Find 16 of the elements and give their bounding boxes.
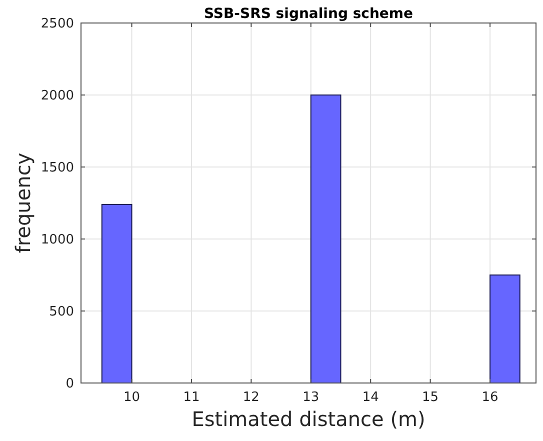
y-tick-label: 500 — [49, 304, 74, 320]
x-tick-label: 12 — [242, 390, 260, 405]
y-tick-label: 2500 — [40, 16, 74, 32]
x-tick-label: 16 — [482, 390, 498, 405]
y-axis-title: frequency — [11, 152, 35, 254]
y-tick-label: 1500 — [40, 160, 74, 176]
y-tick-label: 2000 — [40, 88, 74, 104]
x-tick-label: 10 — [123, 390, 140, 405]
x-tick-label: 11 — [183, 390, 200, 405]
x-tick-label: 13 — [302, 390, 320, 405]
y-tick-label: 1000 — [40, 232, 74, 248]
x-tick-label: 15 — [422, 390, 439, 405]
y-tick-label: 0 — [66, 376, 74, 392]
chart-title: SSB-SRS signaling scheme — [204, 6, 414, 22]
x-tick-label: 14 — [362, 390, 379, 405]
x-axis-title: Estimated distance (m) — [192, 407, 426, 431]
